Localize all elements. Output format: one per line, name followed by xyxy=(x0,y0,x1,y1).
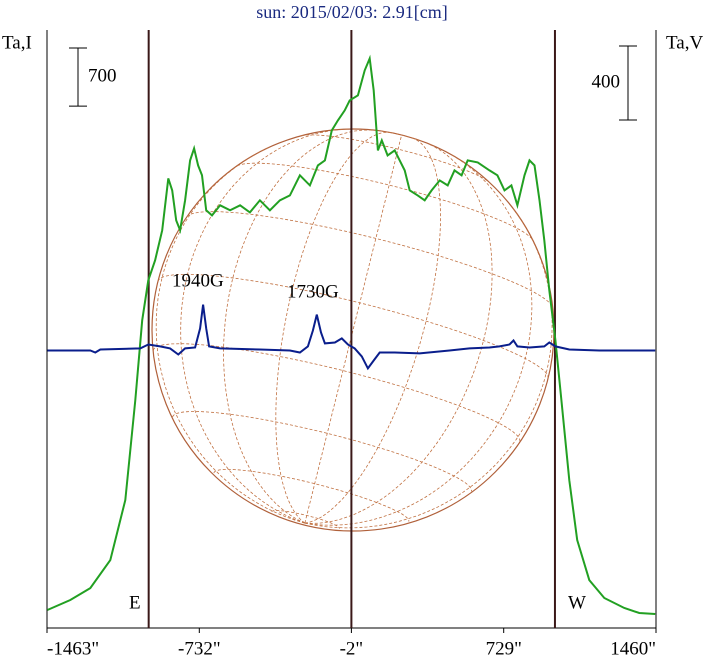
disk-meridian xyxy=(223,129,376,524)
scale-bar-label: 700 xyxy=(88,65,117,86)
x-tick-label: 1460" xyxy=(610,638,656,659)
x-tick-label: -2" xyxy=(340,638,364,659)
x-tick-label: -1463" xyxy=(47,638,99,659)
annotation: E xyxy=(129,592,141,613)
annotation: 1730G xyxy=(287,281,339,302)
disk-meridian xyxy=(304,154,533,526)
disk-parallel xyxy=(213,469,410,522)
disk-meridian xyxy=(275,131,392,524)
series-line xyxy=(46,54,656,615)
disk-meridian xyxy=(180,128,348,524)
disk-parallel xyxy=(381,130,422,142)
series-line xyxy=(47,304,656,371)
disk-parallel xyxy=(172,411,472,492)
disk-parallel xyxy=(152,343,521,442)
disk-meridian xyxy=(155,146,305,524)
y-axis-label: Ta,I xyxy=(2,32,32,53)
x-tick-label: 729" xyxy=(486,638,522,659)
chart-title: sun: 2015/02/03: 2.91[cm] xyxy=(256,2,448,22)
annotation: 1940G xyxy=(172,270,224,291)
disk-meridian xyxy=(304,142,493,524)
disk-meridian xyxy=(304,134,402,524)
disk-parallel xyxy=(301,134,491,184)
y2-axis-label: Ta,V xyxy=(666,32,703,53)
disk-parallel xyxy=(186,211,554,309)
disk-parallel xyxy=(157,273,549,379)
disk-limb xyxy=(151,128,555,532)
scale-bar-label: 400 xyxy=(592,71,621,92)
x-tick-label: -732" xyxy=(178,638,221,659)
disk-parallel xyxy=(271,510,340,529)
disk-meridian xyxy=(304,206,553,529)
solar-disk xyxy=(151,128,555,532)
disk-meridian xyxy=(304,137,441,524)
annotation: W xyxy=(568,592,586,613)
